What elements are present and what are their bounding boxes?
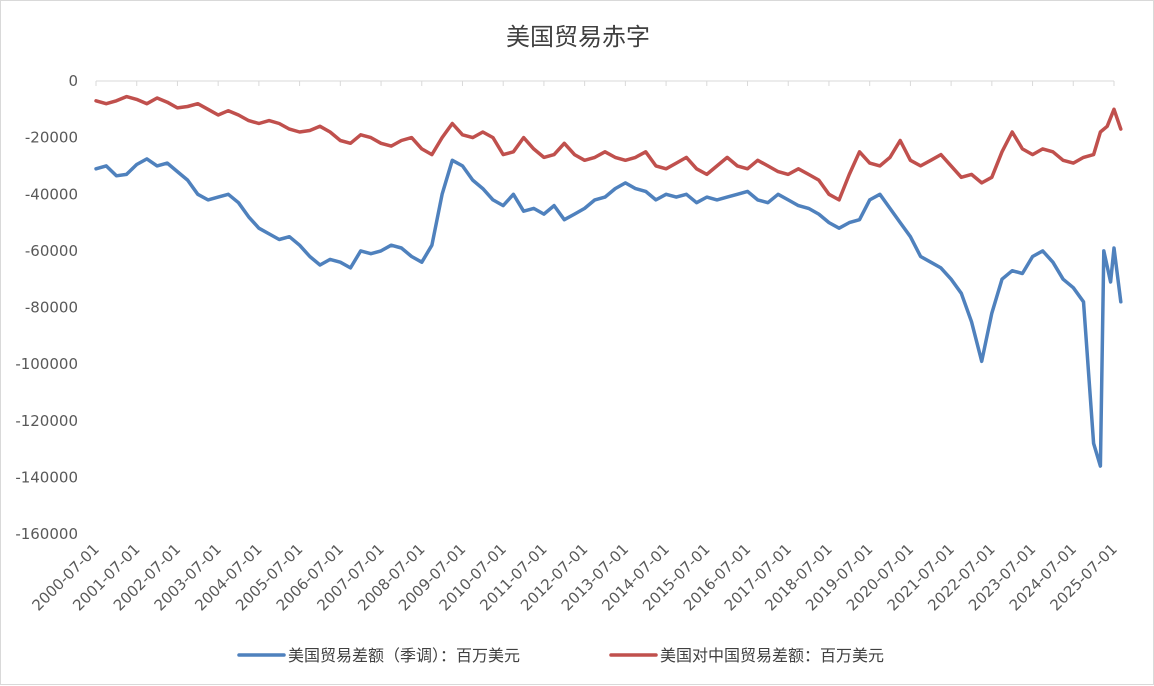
y-tick-label: 0 <box>68 72 78 90</box>
chart-title: 美国贸易赤字 <box>506 23 650 51</box>
y-tick-label: -120000 <box>15 412 78 430</box>
y-tick-label: -100000 <box>15 355 78 373</box>
y-tick-label: -40000 <box>25 185 78 203</box>
y-tick-label: -140000 <box>15 468 78 486</box>
legend-label: 美国对中国贸易差额：百万美元 <box>660 646 884 665</box>
x-axis: 2000-07-012001-07-012002-07-012003-07-01… <box>28 80 1121 614</box>
y-tick-label: -160000 <box>15 525 78 543</box>
y-axis: 0 -20000 -40000 -60000 -80000 -100000 -120000 -… <box>15 72 78 543</box>
series-line-2 <box>94 94 1123 202</box>
legend-label: 美国贸易差额（季调）：百万美元 <box>288 646 520 665</box>
series-layer <box>94 94 1123 468</box>
y-tick-label: -80000 <box>25 299 78 317</box>
legend: 美国贸易差额（季调）：百万美元 美国对中国贸易差额：百万美元 <box>237 646 884 665</box>
y-tick-label: -60000 <box>25 242 78 260</box>
series-line-1 <box>94 157 1123 468</box>
y-tick-label: -20000 <box>25 129 78 147</box>
